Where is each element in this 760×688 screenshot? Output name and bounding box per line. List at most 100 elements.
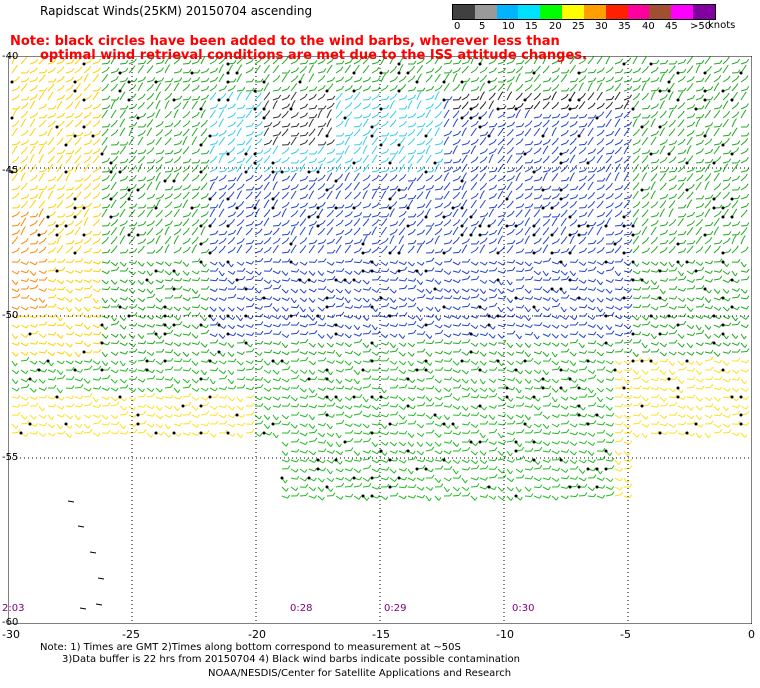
wind-barb [191,306,199,309]
wind-barb [398,123,405,128]
wind-barb [497,203,503,209]
wind-barb-flag [683,248,687,252]
wind-barb-flag [431,95,435,99]
wind-barb-flag [114,236,118,240]
wind-barb-flag [276,56,280,61]
wind-barb-flag [512,259,516,264]
wind-barb-flag [617,91,621,96]
wind-barb [227,169,234,173]
wind-barb [29,287,36,290]
wind-barb-flag [565,93,569,98]
wind-barb-flag [311,308,315,313]
wind-barb [164,80,172,83]
wind-barb-flag [232,218,236,223]
wind-barb-flag [179,95,183,100]
wind-barb [614,149,620,155]
wind-barb [101,251,109,254]
wind-barb [695,80,702,83]
wind-barb-flag [494,168,498,172]
wind-barb [74,260,82,263]
wind-barb [137,166,141,173]
wind-barb [335,288,341,294]
contamination-dot [541,206,545,210]
wind-barb [353,250,360,254]
wind-barb-flag [472,56,476,59]
wind-barb [524,143,531,146]
wind-barb-flag [338,100,342,104]
wind-barb-flag [665,139,668,143]
wind-barb [389,261,396,264]
wind-barb-flag [629,303,633,308]
wind-barb [722,233,730,236]
wind-barb-flag [494,302,498,307]
wind-barb-flag [601,261,605,266]
wind-barb [272,116,280,119]
wind-barb-flag [537,308,540,313]
wind-barb-flag [539,113,543,118]
wind-barb-flag [87,308,91,312]
wind-barb [569,167,575,173]
wind-barb [524,220,529,227]
wind-barb-flag [323,122,327,127]
wind-barb-flag [89,230,93,234]
wind-barb [335,69,342,74]
wind-barb [65,205,72,209]
wind-barb [425,240,432,245]
wind-barb-flag [665,87,669,91]
contamination-dot [487,134,491,138]
wind-barb-flag [404,186,408,191]
wind-barb-flag [241,219,245,223]
wind-barb-flag [152,204,156,209]
wind-barb [371,148,376,155]
wind-barb [92,279,99,284]
wind-barb-flag [601,129,605,134]
wind-barb-flag [402,155,406,160]
contamination-dot [289,260,293,264]
wind-barb [695,161,702,164]
wind-barb [740,238,744,245]
wind-barb [506,203,512,209]
wind-barb [182,131,188,137]
wind-barb-flag [620,68,624,73]
wind-barb [83,220,87,227]
wind-barb-flag [260,157,263,161]
wind-barb [56,306,63,311]
wind-barb-flag [619,192,623,197]
wind-barb [461,152,468,155]
wind-barb-flag [98,212,102,217]
wind-barb [704,306,711,310]
wind-barb-flag [51,137,55,141]
wind-barb-flag [348,290,352,294]
wind-barb [722,134,730,137]
contamination-dot [208,197,212,201]
wind-barb-flag [719,239,723,244]
wind-barb [191,261,199,263]
wind-barb-flag [88,66,92,70]
wind-barb-flag [709,270,713,274]
wind-barb-flag [556,193,560,197]
wind-barb-flag [656,149,660,154]
wind-barb [569,149,575,155]
wind-barb-flag [115,129,119,133]
wind-barb-flag [250,67,254,71]
wind-barb-flag [114,163,117,168]
wind-barb-flag [159,164,163,168]
wind-barb-flag [547,297,551,301]
wind-barb-flag [98,86,102,91]
wind-barb [227,115,234,119]
wind-barb-flag [530,104,534,109]
wind-barb-flag [476,269,480,274]
wind-barb-flag [449,59,453,64]
wind-barb [146,86,152,92]
wind-barb [146,142,153,146]
contamination-dot [658,89,662,93]
wind-barb-flag [652,181,656,185]
wind-barb [326,241,333,245]
contamination-dot [127,80,131,84]
wind-barb [398,78,405,83]
wind-barb [47,130,51,137]
wind-barb [452,168,459,173]
wind-barb-flag [340,279,344,284]
wind-barb-flag [725,163,729,167]
wind-barb-flag [368,103,371,107]
